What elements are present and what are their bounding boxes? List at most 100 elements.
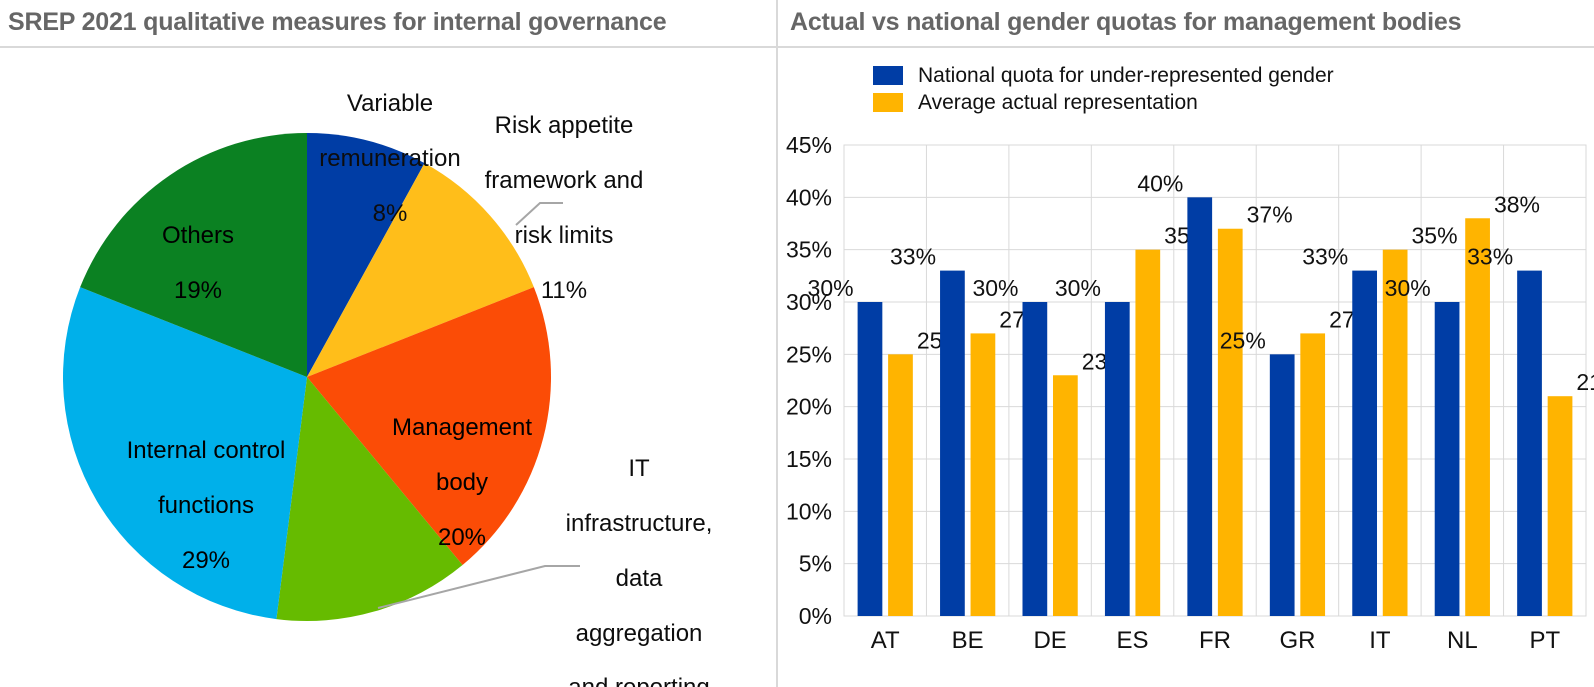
bar[interactable] [970,333,996,616]
pie-label-text: framework and [484,167,644,195]
title-divider [0,46,776,48]
x-axis-category-label: GR [1279,627,1315,654]
bar-value-label: 30% [1055,275,1101,301]
pie-slice[interactable] [307,287,551,566]
y-axis-tick-label: 15% [786,446,832,472]
title-divider [778,46,1594,48]
bar[interactable] [1104,302,1130,616]
y-axis-tick-label: 40% [786,184,832,210]
pie-label-value: 8% [372,199,408,227]
bar-value-label: 30% [972,275,1018,301]
pie-label-text: functions [157,492,255,520]
bar-value-label: 33% [1302,244,1348,270]
pie-label-internal-control: Internal control functions 29% [86,410,326,574]
bar-value-label: 38% [1494,191,1540,217]
y-axis-tick-label: 10% [786,498,832,524]
pie-chart-title: SREP 2021 qualitative measures for inter… [8,8,667,36]
x-axis-category-label: ES [1117,627,1149,654]
legend-item-actual-representation: Average actual representation [873,89,1334,116]
pie-label-value: 11% [540,276,588,304]
bar[interactable] [857,302,883,616]
pie-label-value: 20% [437,523,487,551]
pie-label-text: Risk appetite [494,112,634,140]
legend-label: National quota for under-represented gen… [918,63,1334,87]
bar[interactable] [1135,249,1161,616]
pie-slice[interactable] [63,287,307,620]
pie-label-risk-appetite: Risk appetite framework and risk limits … [466,85,662,304]
bar[interactable] [1269,354,1295,616]
bar-value-label: 35% [1412,223,1458,249]
y-axis-tick-label: 5% [799,551,832,577]
pie-label-value: 19% [173,277,223,305]
bar[interactable] [1022,302,1048,616]
bar-value-label: 30% [808,275,854,301]
legend-swatch-icon [873,93,903,112]
bar[interactable] [888,354,913,616]
pie-slice[interactable] [276,377,463,621]
x-axis-category-label: AT [871,627,900,654]
x-axis-category-label: PT [1529,627,1560,654]
bar[interactable] [1434,302,1460,616]
bar[interactable] [1352,270,1378,616]
pie-label-text: aggregation [575,619,703,647]
legend-label: Average actual representation [918,90,1198,114]
x-axis-category-label: BE [952,627,984,654]
pie-label-text: and reporting [568,674,709,687]
y-axis-tick-label: 25% [786,341,832,367]
pie-slice[interactable] [80,133,307,377]
bar[interactable] [1547,396,1573,616]
bar[interactable] [1517,270,1542,616]
pie-label-text: Others [161,222,235,250]
bar-chart-legend: National quota for under-represented gen… [873,62,1334,116]
legend-swatch-icon [873,66,903,85]
x-axis-category-label: NL [1447,627,1478,654]
pie-label-variable-remuneration: Variable remuneration 8% [300,63,480,227]
pie-label-it-infrastructure: IT infrastructure, data aggregation and … [556,428,722,687]
pie-label-text: infrastructure, [565,510,713,538]
pie-slice[interactable] [307,163,534,377]
y-axis-tick-label: 20% [786,394,832,420]
pie-label-management-body: Management body 20% [371,387,553,551]
bar-value-label: 21% [1576,369,1594,395]
bar-value-label: 33% [1467,244,1513,270]
bar[interactable] [1187,197,1213,617]
bar-value-label: 25% [1220,327,1266,353]
pie-label-others: Others 19% [118,195,278,304]
pie-label-value: 29% [181,546,231,574]
x-axis-category-label: IT [1369,627,1391,654]
pie-label-text: Variable [346,90,434,118]
pie-label-text: Management [391,414,533,442]
bar-value-label: 30% [1385,275,1431,301]
pie-chart [62,132,552,622]
plot-background [843,144,1587,617]
bar-chart-svg: 0%5%10%15%20%25%30%35%40%45% 30%25%33%27… [786,132,1594,654]
bar-value-label: 37% [1247,202,1293,228]
pie-svg [63,133,551,621]
pie-label-text: Internal control [126,437,286,465]
bar[interactable] [1052,375,1078,616]
bar[interactable] [1382,249,1408,616]
pie-label-text: body [435,469,489,497]
bar-chart-panel: Actual vs national gender quotas for man… [776,0,1594,687]
pie-label-text: remuneration [319,145,461,173]
y-axis-tick-label: 0% [799,603,832,629]
y-axis-tick-label: 30% [786,289,832,315]
y-axis-tick-label: 35% [786,237,832,263]
bar[interactable] [1465,218,1490,616]
bar-chart-title: Actual vs national gender quotas for man… [790,8,1462,36]
pie-label-text: risk limits [514,221,614,249]
bar[interactable] [1300,333,1326,616]
pie-label-text: data [615,564,663,592]
bar[interactable] [940,270,965,616]
y-axis-tick-label: 45% [786,132,832,158]
bar-value-label: 40% [1137,170,1183,196]
x-axis-category-label: DE [1033,627,1066,654]
bar[interactable] [1217,228,1243,616]
x-axis-category-label: FR [1199,627,1231,654]
pie-slice[interactable] [307,133,425,377]
pie-label-text: IT [628,455,650,483]
legend-item-national-quota: National quota for under-represented gen… [873,62,1334,89]
bar-value-label: 33% [890,244,936,270]
pie-chart-panel: SREP 2021 qualitative measures for inter… [0,0,776,687]
